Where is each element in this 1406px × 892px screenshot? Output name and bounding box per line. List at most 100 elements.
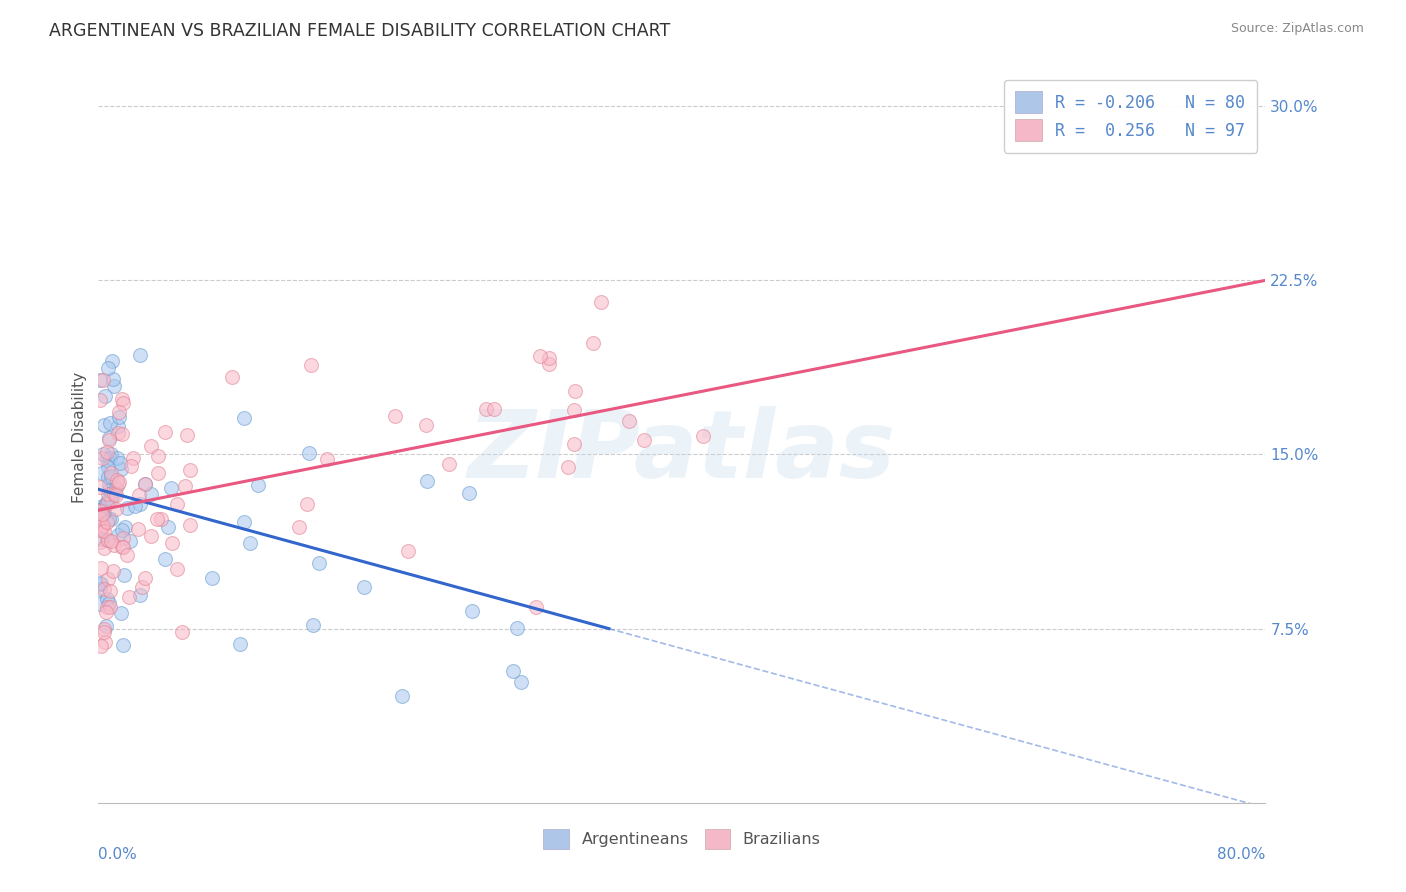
Point [111, 541, 134, 555]
Text: 0.0%: 0.0% [98, 847, 138, 862]
Point [89, 597, 111, 611]
Point [98, 512, 121, 526]
Point [139, 486, 162, 500]
Point [524, 599, 547, 614]
Point [458, 486, 481, 500]
Point [391, 689, 413, 703]
Point [562, 437, 585, 451]
Point [90, 466, 112, 480]
Point [229, 637, 252, 651]
Point [89, 576, 111, 591]
Point [316, 451, 339, 466]
Point [108, 405, 131, 419]
Point [201, 571, 224, 585]
Point [105, 488, 128, 502]
Point [112, 567, 135, 582]
Text: ZIPatlas: ZIPatlas [468, 406, 896, 498]
Point [105, 473, 128, 487]
Point [288, 520, 311, 534]
Point [146, 449, 169, 463]
Point [89, 582, 111, 596]
Point [96, 451, 118, 466]
Point [111, 541, 134, 555]
Text: 80.0%: 80.0% [1218, 847, 1265, 862]
Point [93, 500, 115, 514]
Point [98, 596, 121, 610]
Point [107, 477, 129, 491]
Point [114, 520, 136, 534]
Point [134, 477, 156, 491]
Point [461, 604, 484, 618]
Point [502, 664, 524, 678]
Point [115, 501, 138, 516]
Point [96, 533, 118, 548]
Point [298, 446, 321, 460]
Point [100, 466, 122, 480]
Point [89, 511, 111, 525]
Point [115, 548, 138, 562]
Point [562, 403, 585, 417]
Point [97, 459, 120, 474]
Point [91, 518, 114, 533]
Point [120, 534, 142, 549]
Point [176, 428, 198, 442]
Point [155, 552, 177, 566]
Point [111, 523, 134, 537]
Point [107, 528, 129, 542]
Point [93, 635, 115, 649]
Point [108, 410, 131, 425]
Point [353, 580, 375, 594]
Legend: Argentineans, Brazilians: Argentineans, Brazilians [531, 818, 832, 861]
Point [107, 425, 129, 440]
Point [97, 469, 120, 483]
Point [89, 480, 111, 494]
Point [134, 477, 156, 491]
Point [416, 474, 439, 488]
Point [692, 429, 714, 443]
Point [93, 505, 115, 519]
Point [91, 518, 114, 533]
Point [111, 426, 134, 441]
Point [90, 639, 112, 653]
Point [90, 451, 112, 466]
Point [105, 502, 128, 516]
Point [100, 485, 122, 500]
Point [91, 373, 114, 387]
Point [105, 481, 128, 495]
Point [118, 590, 141, 604]
Point [97, 533, 120, 548]
Point [100, 491, 122, 506]
Point [101, 354, 124, 368]
Point [97, 572, 120, 586]
Point [157, 520, 180, 534]
Point [103, 371, 125, 385]
Point [89, 523, 111, 537]
Point [100, 447, 122, 461]
Point [89, 500, 111, 514]
Point [93, 623, 115, 637]
Point [128, 347, 150, 361]
Point [97, 477, 120, 491]
Text: Source: ZipAtlas.com: Source: ZipAtlas.com [1230, 22, 1364, 36]
Point [103, 538, 125, 552]
Point [139, 529, 162, 543]
Point [127, 522, 149, 536]
Point [166, 561, 188, 575]
Point [120, 458, 142, 473]
Text: ARGENTINEAN VS BRAZILIAN FEMALE DISABILITY CORRELATION CHART: ARGENTINEAN VS BRAZILIAN FEMALE DISABILI… [49, 22, 671, 40]
Point [232, 411, 254, 425]
Point [90, 561, 112, 575]
Point [122, 451, 145, 466]
Point [173, 479, 195, 493]
Point [415, 418, 437, 433]
Point [221, 369, 243, 384]
Point [141, 439, 163, 453]
Point [91, 508, 114, 523]
Point [166, 497, 188, 511]
Point [98, 584, 121, 599]
Point [91, 532, 114, 546]
Point [89, 392, 111, 407]
Point [90, 577, 112, 591]
Point [89, 503, 111, 517]
Point [103, 379, 125, 393]
